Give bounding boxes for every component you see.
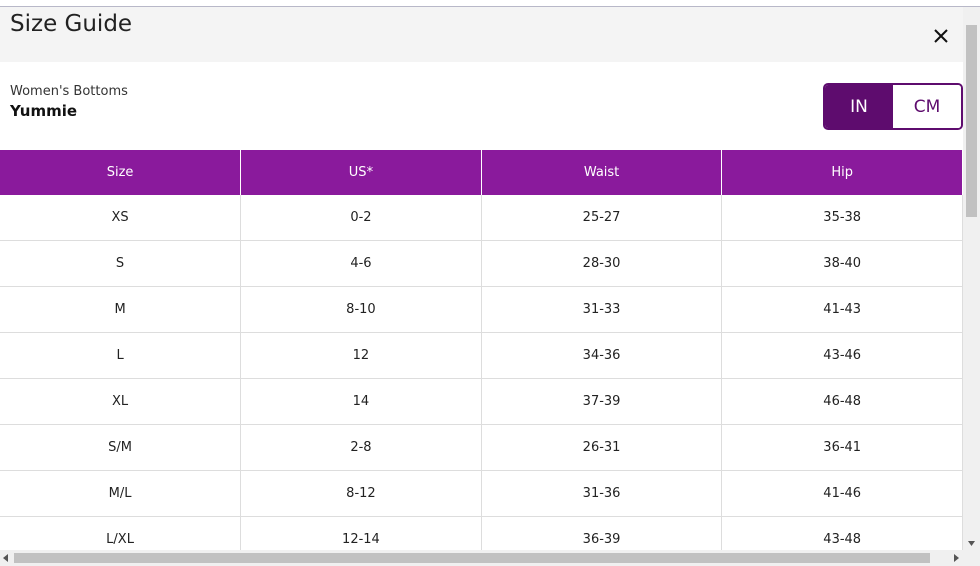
- unit-toggle: IN CM: [823, 83, 963, 130]
- table-cell: L: [0, 332, 242, 379]
- column-header: Size: [0, 150, 242, 195]
- top-border: [0, 6, 980, 7]
- table-cell: 8-10: [240, 286, 482, 333]
- column-header: Waist: [481, 150, 723, 195]
- table-cell: 8-12: [240, 470, 482, 517]
- scroll-thumb[interactable]: [966, 25, 977, 217]
- table-cell: 28-30: [481, 240, 723, 287]
- table-cell: 43-46: [721, 332, 963, 379]
- table-cell: 36-39: [481, 516, 723, 550]
- table-container: Size US* Waist Hip XS 0-2 25-27 35-38 S 4-6 28-30 3…: [0, 150, 963, 550]
- table-cell: S/M: [0, 424, 242, 471]
- table-cell: 38-40: [721, 240, 963, 287]
- table-cell: L/XL: [0, 516, 242, 550]
- table-row: M 8-10 31-33 41-43: [0, 286, 963, 333]
- table-body: XS 0-2 25-27 35-38 S 4-6 28-30 38-40 M 8-10 31-33 4…: [0, 195, 963, 550]
- table-cell: 34-36: [481, 332, 723, 379]
- unit-option[interactable]: CM: [893, 85, 961, 128]
- table-row: S/M 2-8 26-31 36-41: [0, 424, 963, 471]
- column-header: US*: [240, 150, 482, 195]
- table-row: XL 14 37-39 46-48: [0, 378, 963, 425]
- scroll-arrow[interactable]: [0, 550, 12, 566]
- table-row: L 12 34-36 43-46: [0, 332, 963, 379]
- table-cell: 0-2: [240, 195, 482, 241]
- product-brand: Yummie: [10, 102, 78, 120]
- table-cell: 12: [240, 332, 482, 379]
- table-cell: 41-46: [721, 470, 963, 517]
- table-cell: 35-38: [721, 195, 963, 241]
- table-cell: XL: [0, 378, 242, 425]
- table-cell: 4-6: [240, 240, 482, 287]
- table-row: S 4-6 28-30 38-40: [0, 240, 963, 287]
- table-cell: 2-8: [240, 424, 482, 471]
- table-cell: 12-14: [240, 516, 482, 550]
- title: Size Guide: [10, 11, 133, 37]
- table-cell: M/L: [0, 470, 242, 517]
- header: Size Guide: [0, 7, 963, 62]
- table-cell: 31-36: [481, 470, 723, 517]
- table-cell: 36-41: [721, 424, 963, 471]
- table-cell: 26-31: [481, 424, 723, 471]
- close-button[interactable]: [933, 28, 949, 44]
- table-cell: XS: [0, 195, 242, 241]
- size-table: Size US* Waist Hip XS 0-2 25-27 35-38 S 4-6 28-30 3…: [0, 150, 963, 550]
- table-row: XS 0-2 25-27 35-38: [0, 195, 963, 241]
- table-cell: S: [0, 240, 242, 287]
- scroll-thumb[interactable]: [14, 553, 930, 563]
- table-cell: 43-48: [721, 516, 963, 550]
- table-cell: 41-43: [721, 286, 963, 333]
- table-row: L/XL 12-14 36-39 43-48: [0, 516, 963, 550]
- unit-option[interactable]: IN: [825, 85, 893, 128]
- column-header: Hip: [721, 150, 963, 195]
- table-cell: 25-27: [481, 195, 723, 241]
- product-category: Women's Bottoms: [10, 84, 128, 99]
- scroll-arrow[interactable]: [963, 538, 980, 550]
- header-row: Size US* Waist Hip: [0, 150, 963, 195]
- table-cell: M: [0, 286, 242, 333]
- table-cell: 46-48: [721, 378, 963, 425]
- table-cell: 37-39: [481, 378, 723, 425]
- table-cell: 14: [240, 378, 482, 425]
- table-cell: 31-33: [481, 286, 723, 333]
- scroll-arrow[interactable]: [950, 550, 962, 566]
- table-row: M/L 8-12 31-36 41-46: [0, 470, 963, 517]
